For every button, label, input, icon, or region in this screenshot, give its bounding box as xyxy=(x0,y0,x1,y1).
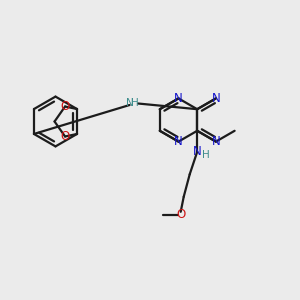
Text: N: N xyxy=(174,92,183,105)
Text: O: O xyxy=(176,208,185,221)
Text: O: O xyxy=(60,130,70,143)
Text: N: N xyxy=(193,145,202,158)
Text: N: N xyxy=(212,92,220,105)
Text: N: N xyxy=(126,98,134,108)
Text: H: H xyxy=(131,98,139,109)
Text: N: N xyxy=(212,135,220,148)
Text: N: N xyxy=(174,135,183,148)
Text: O: O xyxy=(60,100,70,113)
Text: H: H xyxy=(202,150,210,160)
